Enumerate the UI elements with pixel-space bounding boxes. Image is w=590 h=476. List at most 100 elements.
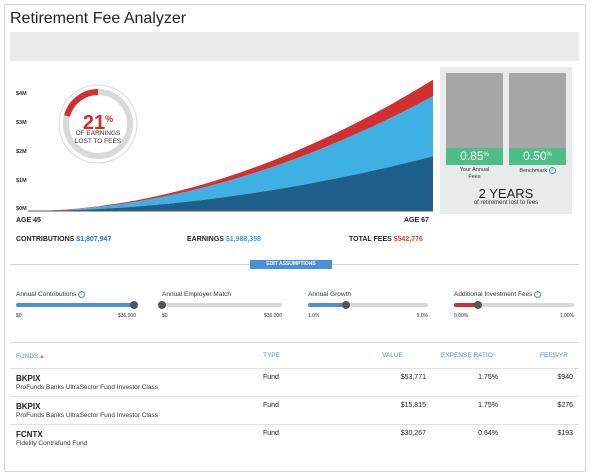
table-row[interactable]: FCNTX Fidelity Contrafund Fund Fund $30,… — [10, 424, 579, 452]
percent-sign: % — [483, 152, 489, 158]
fund-type: Fund — [263, 402, 279, 409]
growth-chart-svg — [28, 79, 433, 212]
earnings-area — [28, 96, 433, 211]
slider-label-text: Annual Contributions — [16, 291, 77, 299]
info-icon[interactable]: ? — [78, 291, 86, 298]
fee-caption-line: LOST TO FEES — [74, 138, 122, 145]
slider-fill — [308, 303, 347, 307]
slider-track[interactable]: $0 $36,000 — [158, 301, 282, 319]
slider-min: $0 — [162, 313, 168, 319]
slider-max: $36,000 — [117, 313, 136, 319]
info-icon[interactable]: ? — [548, 167, 556, 174]
your-fees-value: 0.85% — [446, 148, 503, 165]
slider-employer-match[interactable]: Annual Employer Match $0 $36,000 — [158, 291, 282, 319]
slider-max: $36,000 — [263, 313, 282, 319]
slider-track[interactable]: $0 $36,000 — [16, 301, 138, 319]
slider-max: 9.0% — [416, 313, 428, 319]
slider-track[interactable]: 1.0% 9.0% — [308, 301, 428, 319]
y-tick-label: $2M — [16, 149, 27, 155]
table-row[interactable]: BKPIX ProFunds Banks UltraSector Fund In… — [10, 368, 579, 396]
slider-handle[interactable] — [474, 301, 482, 309]
percent-sign: % — [546, 152, 552, 158]
contributions-label: CONTRIBUTIONS — [16, 236, 75, 243]
fee-percent-value: 21 — [82, 112, 106, 134]
your-fees-label: Your Annual Fees — [446, 167, 503, 181]
slider-annual-growth[interactable]: Annual Growth 1.0% 9.0% — [308, 291, 428, 319]
contributions-value: $1,807,947 — [76, 236, 112, 243]
fund-name: ProFunds Banks UltraSector Fund Investor… — [16, 412, 158, 419]
growth-chart — [14, 79, 434, 215]
page-title: Retirement Fee Analyzer — [10, 10, 187, 27]
years-lost-caption: of retirement lost to fees — [473, 200, 539, 206]
slider-handle[interactable] — [342, 301, 351, 309]
benchmark-label-text: Benchmark — [519, 167, 548, 174]
y-tick-label: $1M — [16, 178, 27, 184]
slider-min: 0.00% — [454, 313, 469, 319]
slider-label: Annual Employer Match — [162, 291, 282, 301]
col-header-expense-ratio[interactable]: EXPENSE RATIO — [441, 352, 493, 359]
contributions-area — [28, 156, 433, 211]
benchmark-value: 0.50% — [509, 148, 566, 165]
donut-arc — [64, 89, 99, 117]
slider-annual-contributions[interactable]: Annual Contributions ? $0 $36,000 — [16, 291, 138, 319]
fund-fees: $940 — [557, 374, 573, 381]
fee-caption-line: OF EARNINGS — [75, 130, 121, 137]
col-header-fees[interactable]: FEES/YR — [540, 352, 568, 359]
fee-percent-sign: % — [105, 114, 114, 124]
col-header-type[interactable]: TYPE — [263, 352, 280, 359]
slider-handle[interactable] — [129, 301, 138, 309]
benchmark-label: Benchmark ? — [509, 167, 566, 175]
info-icon[interactable]: ? — [534, 291, 542, 298]
slider-track[interactable]: 0.00% 1.00% — [454, 301, 574, 319]
fund-ticker: BKPIX — [16, 374, 41, 383]
earnings-value: $1,988,358 — [225, 236, 261, 243]
benchmark-number: 0.50 — [523, 149, 547, 163]
y-tick-label: $4M — [16, 91, 27, 97]
slider-handle[interactable] — [158, 301, 166, 309]
your-fees-bar: 0.85% — [446, 73, 503, 165]
fund-name: ProFunds Banks UltraSector Fund Investor… — [16, 384, 158, 391]
your-fees-label-line: Fees — [468, 174, 481, 180]
slider-fill — [454, 303, 478, 307]
your-fees-label-line: Your Annual — [459, 167, 490, 173]
slider-label: Annual Growth — [308, 291, 428, 301]
table-row[interactable]: BKPIX ProFunds Banks UltraSector Fund In… — [10, 396, 579, 424]
fund-ticker: FCNTX — [16, 430, 43, 439]
col-header-funds[interactable]: FUNDS ▴ — [16, 353, 44, 360]
your-fees-number: 0.85 — [460, 149, 484, 163]
fund-expense-ratio: 0.64% — [478, 430, 498, 437]
slider-additional-fees[interactable]: Additional Investment Fees ? 0.00% 1.00% — [454, 291, 574, 319]
edit-assumptions-button[interactable]: EDIT ASSUMPTIONS — [250, 260, 332, 269]
banner-strip — [10, 32, 579, 61]
slider-label-text: Annual Employer Match — [162, 291, 232, 298]
fund-expense-ratio: 1.75% — [478, 402, 498, 409]
fees-total: TOTAL FEES $542,776 — [349, 236, 423, 243]
earnings-total: EARNINGS $1,988,358 — [187, 236, 261, 243]
slider-label: Additional Investment Fees ? — [454, 291, 574, 301]
contributions-total: CONTRIBUTIONS $1,807,947 — [16, 236, 111, 243]
fee-percent: 21% — [58, 112, 138, 135]
benchmark-bar: 0.50% — [509, 73, 566, 165]
fund-type: Fund — [263, 374, 279, 381]
col-header-value[interactable]: VALUE — [382, 352, 403, 359]
slider-max: 1.00% — [559, 313, 574, 319]
y-tick-label: $0M — [16, 206, 27, 212]
fund-fees: $276 — [557, 402, 573, 409]
fee-caption: OF EARNINGS LOST TO FEES — [58, 130, 138, 146]
earnings-label: EARNINGS — [187, 236, 224, 243]
slider-label: Annual Contributions ? — [16, 291, 136, 301]
fund-ticker: BKPIX — [16, 402, 41, 411]
fee-donut — [58, 84, 138, 164]
start-age-label: AGE 45 — [16, 217, 41, 224]
fees-value: $542,776 — [393, 236, 423, 243]
fund-expense-ratio: 1.75% — [478, 374, 498, 381]
table-top-border — [10, 342, 579, 343]
years-lost-value: 2 YEARS — [478, 186, 534, 201]
donut-outer — [58, 84, 138, 164]
end-age-label: AGE 67 — [404, 217, 429, 224]
slider-fill — [16, 303, 134, 307]
fund-type: Fund — [263, 430, 279, 437]
fund-value: $53,771 — [400, 374, 426, 381]
slider-label-text: Annual Growth — [308, 291, 351, 298]
fund-value: $15,815 — [400, 402, 426, 409]
